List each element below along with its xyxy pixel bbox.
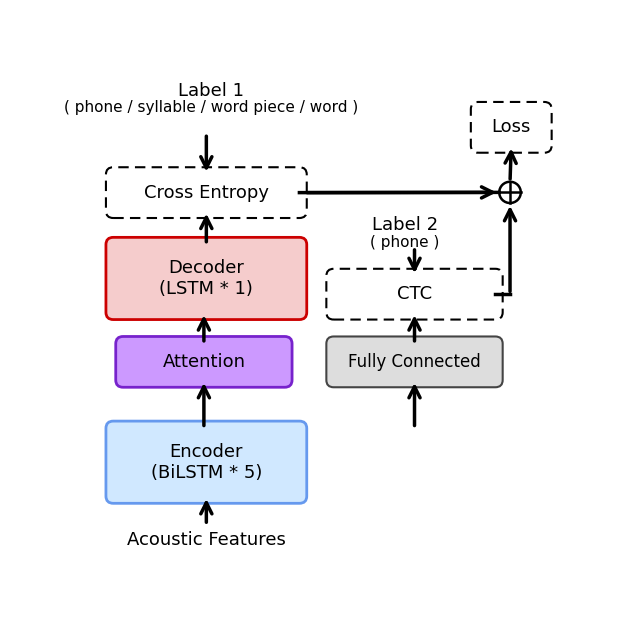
Text: Loss: Loss bbox=[492, 118, 531, 136]
FancyBboxPatch shape bbox=[106, 421, 307, 503]
Text: Encoder
(BiLSTM * 5): Encoder (BiLSTM * 5) bbox=[150, 443, 262, 482]
Text: ( phone / syllable / word piece / word ): ( phone / syllable / word piece / word ) bbox=[64, 100, 358, 116]
Text: Fully Connected: Fully Connected bbox=[348, 353, 481, 371]
FancyBboxPatch shape bbox=[326, 337, 502, 387]
FancyBboxPatch shape bbox=[326, 269, 502, 320]
Text: Acoustic Features: Acoustic Features bbox=[127, 531, 286, 549]
Text: Attention: Attention bbox=[162, 353, 245, 371]
Text: Label 1: Label 1 bbox=[178, 82, 244, 100]
Text: Cross Entropy: Cross Entropy bbox=[144, 183, 269, 202]
FancyBboxPatch shape bbox=[116, 337, 292, 387]
Text: ( phone ): ( phone ) bbox=[370, 235, 439, 250]
Text: Label 2: Label 2 bbox=[372, 216, 438, 234]
Text: CTC: CTC bbox=[397, 285, 432, 303]
Text: Decoder
(LSTM * 1): Decoder (LSTM * 1) bbox=[159, 259, 253, 298]
FancyBboxPatch shape bbox=[106, 167, 307, 218]
FancyBboxPatch shape bbox=[106, 237, 307, 320]
FancyBboxPatch shape bbox=[471, 102, 552, 153]
